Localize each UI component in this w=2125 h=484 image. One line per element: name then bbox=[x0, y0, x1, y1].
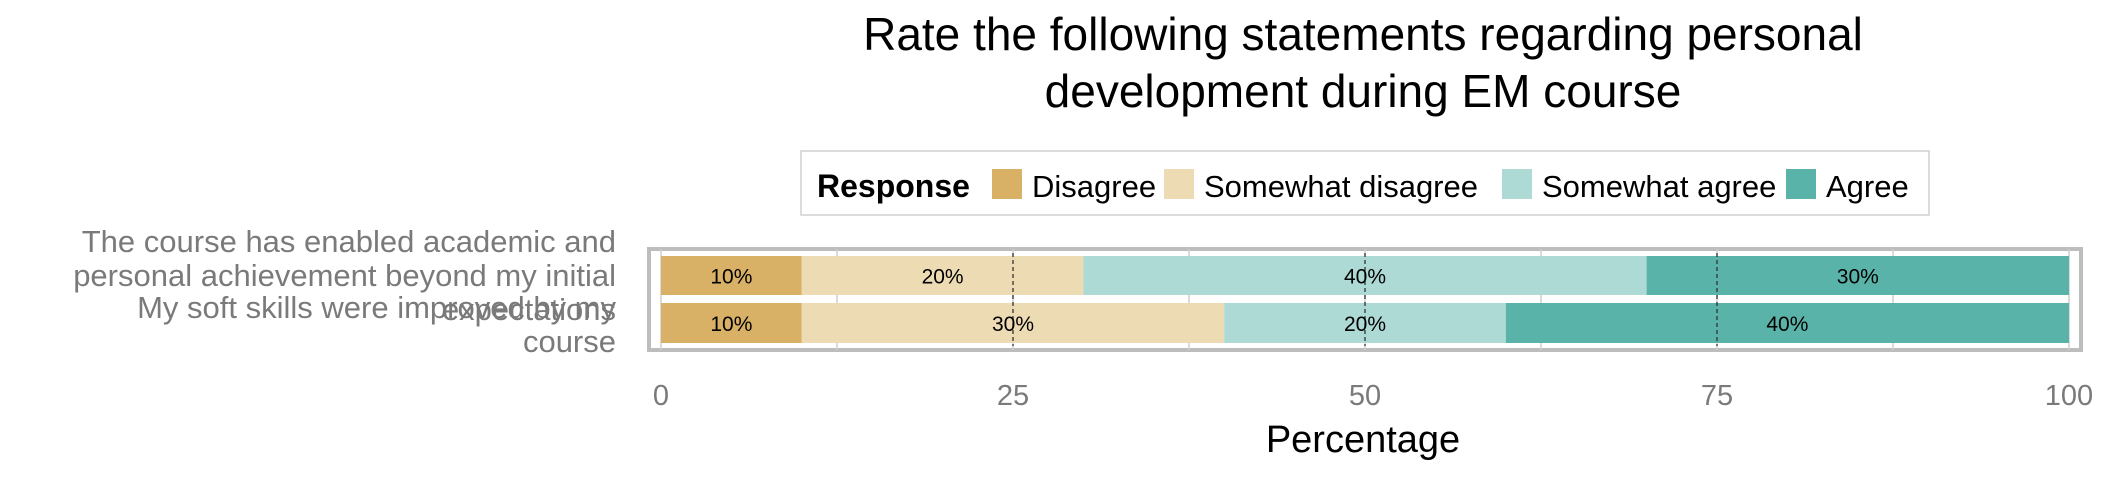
bar-label: 10% bbox=[710, 313, 752, 336]
legend-swatch bbox=[1164, 169, 1194, 199]
x-tick-label: 25 bbox=[997, 380, 1029, 412]
legend-box bbox=[800, 150, 1930, 216]
category-label: My soft skills were improved by my course bbox=[137, 290, 616, 359]
bar-labels: 10% 20% 40% 30% 10% 30% 20% 40% bbox=[710, 266, 1878, 337]
bar-label: 30% bbox=[992, 313, 1034, 336]
legend-swatch bbox=[1502, 169, 1532, 199]
bar-segment bbox=[1505, 303, 2069, 343]
bar-label: 20% bbox=[1344, 313, 1386, 336]
bar-label: 40% bbox=[1344, 266, 1386, 289]
legend: Response Disagree Somewhat disagree Somewh… bbox=[800, 150, 1930, 216]
bar-label: 10% bbox=[710, 266, 752, 289]
legend-label: Disagree bbox=[1032, 169, 1156, 204]
legend-swatch bbox=[992, 169, 1022, 199]
bar-label: 20% bbox=[922, 266, 964, 289]
bar-segment bbox=[661, 256, 802, 295]
chart-title-line-1: Rate the following statements regarding … bbox=[863, 8, 1863, 60]
x-axis-ticks: 0 25 50 75 100 bbox=[653, 380, 2093, 412]
category-labels: The course has enabled academic and perso… bbox=[73, 224, 616, 359]
x-tick-label: 0 bbox=[653, 380, 669, 412]
x-tick-label: 100 bbox=[2045, 380, 2093, 412]
x-tick-label: 75 bbox=[1701, 380, 1733, 412]
bar-segment bbox=[661, 303, 802, 343]
bars-layer bbox=[661, 256, 2069, 343]
legend-label: Agree bbox=[1826, 169, 1909, 204]
bar-label: 40% bbox=[1766, 313, 1808, 336]
bar-segment bbox=[801, 256, 1084, 295]
x-axis-title: Percentage bbox=[1266, 419, 1460, 461]
legend-swatch bbox=[1786, 169, 1816, 199]
x-tick-label: 50 bbox=[1349, 380, 1381, 412]
legend-title: Response bbox=[817, 168, 970, 204]
legend-label: Somewhat agree bbox=[1542, 169, 1776, 204]
legend-label: Somewhat disagree bbox=[1204, 169, 1478, 204]
bar-label: 30% bbox=[1837, 266, 1879, 289]
chart-title-line-2: development during EM course bbox=[1045, 65, 1682, 117]
category-label: The course has enabled academic and perso… bbox=[73, 224, 616, 327]
reference-lines bbox=[1012, 253, 1718, 346]
